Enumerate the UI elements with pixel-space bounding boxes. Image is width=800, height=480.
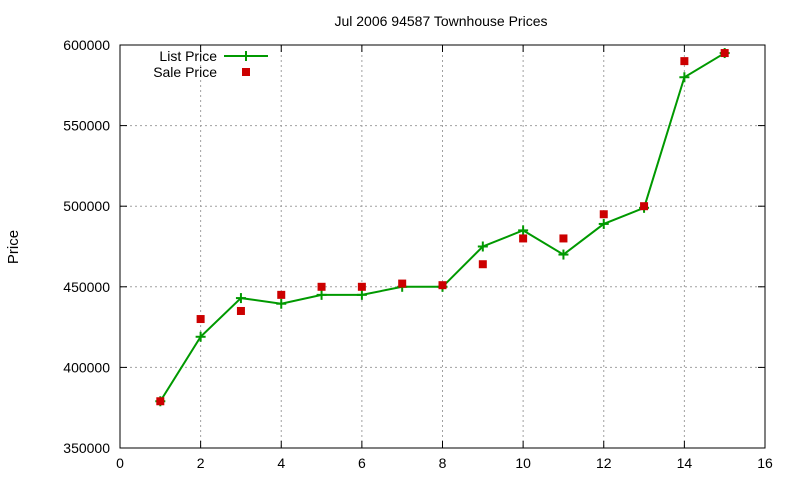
list-price-point [235,293,246,304]
chart-title: Jul 2006 94587 Townhouse Prices [334,13,547,29]
x-tick-label: 16 [757,455,773,471]
y-tick-label: 600000 [63,37,110,53]
sale-price-point [680,57,689,66]
x-tick-label: 14 [677,455,693,471]
y-tick-label: 400000 [63,359,110,375]
legend-marker-sale-price [242,68,250,76]
sale-price-point [640,202,649,211]
x-tick-label: 4 [277,455,285,471]
list-price-point [316,289,327,300]
y-tick-label: 500000 [63,198,110,214]
sale-price-point [599,210,608,219]
list-price-point [598,218,609,229]
x-tick-label: 0 [116,455,124,471]
sale-price-point [720,49,729,58]
axis-ticks: 0 2 4 6 8 10 12 14 16 350000 400000 450000 500000 550… [63,37,773,471]
sale-price-point [236,306,245,315]
list-price-point [356,289,367,300]
x-tick-label: 8 [439,455,447,471]
y-tick-label: 350000 [63,440,110,456]
x-tick-label: 6 [358,455,366,471]
sale-price-point [478,260,487,269]
sale-price-point [357,282,366,291]
sale-price-point [317,282,326,291]
legend-label-sale-price: Sale Price [153,64,217,80]
list-price-point [518,225,529,236]
sale-price-point [438,281,447,290]
list-price-point [276,298,287,309]
y-tick-label: 550000 [63,118,110,134]
x-tick-label: 2 [197,455,205,471]
sale-price-point [559,234,568,243]
y-axis-label: Price [5,230,22,264]
sale-price-point [519,234,528,243]
sale-price-point [196,315,205,324]
x-tick-label: 10 [515,455,531,471]
list-price-point [558,249,569,260]
grid [120,45,765,448]
plot-area [155,48,730,407]
x-tick-label: 12 [596,455,612,471]
list-price-point [477,241,488,252]
list-price-point [195,331,206,342]
legend-label-list-price: List Price [159,48,217,64]
sale-price-point [398,279,407,288]
sale-price-point [156,397,165,406]
list-price-point [679,72,690,83]
y-tick-label: 450000 [63,279,110,295]
sale-price-point [277,290,286,299]
